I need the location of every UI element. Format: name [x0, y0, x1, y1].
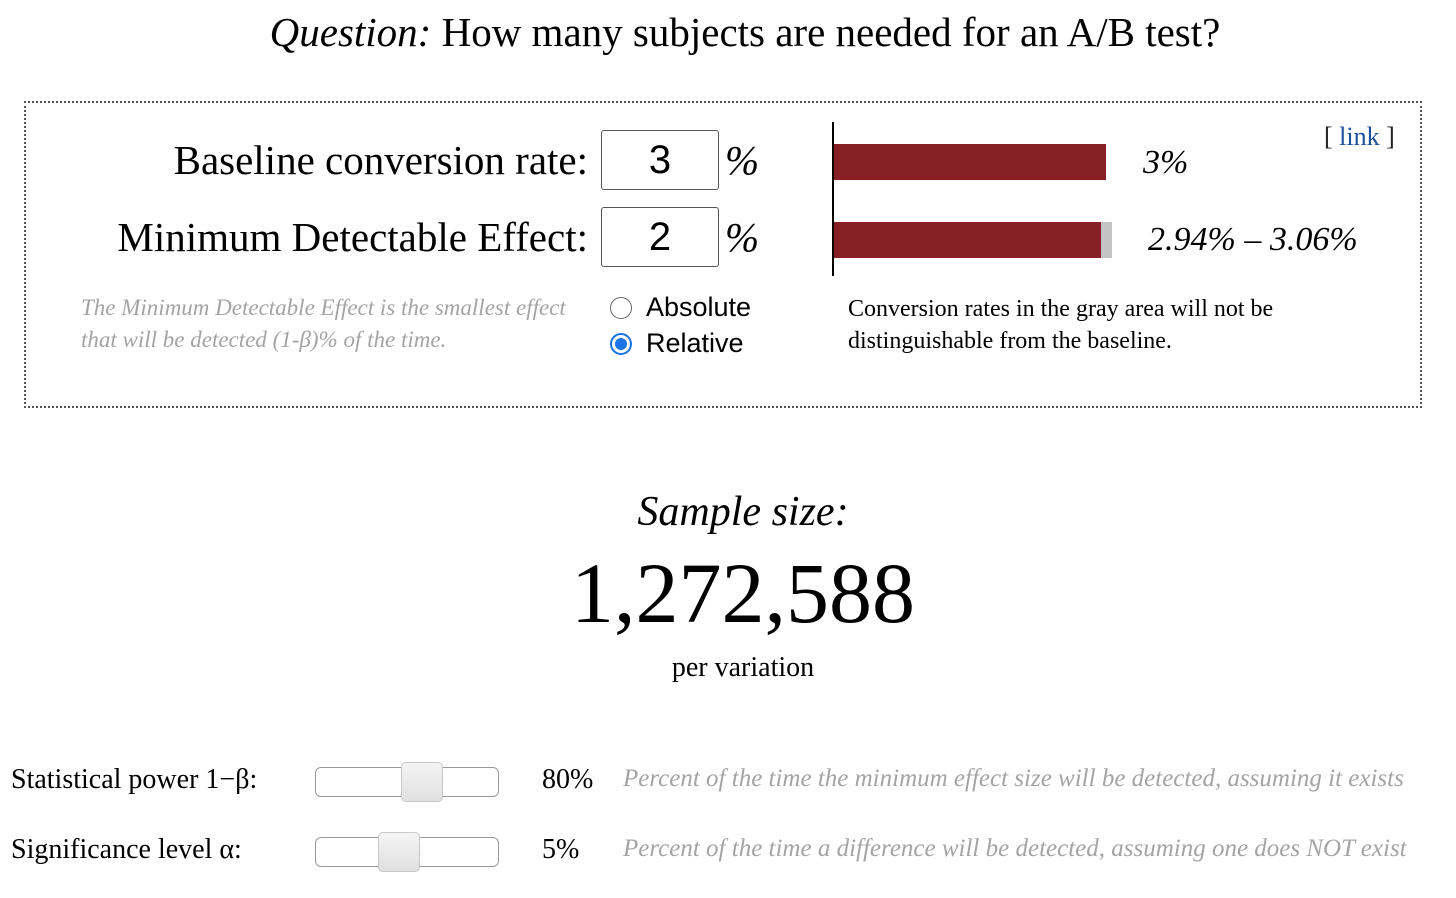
significance-description: Percent of the time a difference will be… [623, 835, 1407, 862]
question-text: How many subjects are needed for an A/B … [431, 9, 1221, 55]
significance-value: 5% [542, 834, 580, 865]
power-description: Percent of the time the minimum effect s… [623, 765, 1404, 792]
radio-absolute-button[interactable] [610, 296, 632, 319]
mde-label: Minimum Detectable Effect: [117, 214, 588, 260]
radio-relative-label: Relative [646, 328, 744, 358]
radio-absolute[interactable]: Absolute [610, 292, 751, 323]
gray-area [1101, 222, 1112, 258]
mde-help-text: The Minimum Detectable Effect is the sma… [81, 295, 566, 352]
radio-absolute-label: Absolute [646, 292, 752, 322]
baseline-input[interactable] [601, 130, 719, 190]
range-label: 2.94% – 3.06% [1148, 221, 1358, 258]
significance-label: Significance level α: [11, 834, 242, 865]
radio-relative[interactable]: Relative [610, 328, 744, 359]
significance-slider-thumb[interactable] [378, 832, 420, 872]
radio-relative-button[interactable] [610, 332, 632, 355]
power-slider-thumb[interactable] [401, 762, 443, 802]
sample-size-title: Sample size: [637, 489, 849, 535]
power-label: Statistical power 1−β: [11, 764, 258, 795]
chart-axis [832, 122, 834, 276]
significance-slider[interactable] [315, 832, 499, 872]
baseline-bar [834, 144, 1106, 180]
mde-input[interactable] [601, 207, 719, 267]
question-label: Question: [269, 9, 432, 55]
power-value: 80% [542, 764, 594, 795]
baseline-unit: % [725, 137, 760, 183]
page-title: Question: How many subjects are needed f… [0, 8, 1456, 56]
calculator-panel [24, 101, 1422, 408]
power-slider[interactable] [315, 762, 499, 802]
sample-size-value: 1,272,588 [571, 545, 915, 641]
gray-area-note: Conversion rates in the gray area will n… [848, 296, 1274, 354]
link-wrapper: [ link ] [1324, 122, 1395, 151]
sample-size-unit: per variation [671, 652, 815, 683]
baseline-label: Baseline conversion rate: [173, 137, 588, 183]
baseline-bar-label: 3% [1143, 144, 1189, 181]
mde-unit: % [725, 214, 760, 260]
mde-bar [834, 222, 1101, 258]
link[interactable]: link [1339, 122, 1380, 151]
